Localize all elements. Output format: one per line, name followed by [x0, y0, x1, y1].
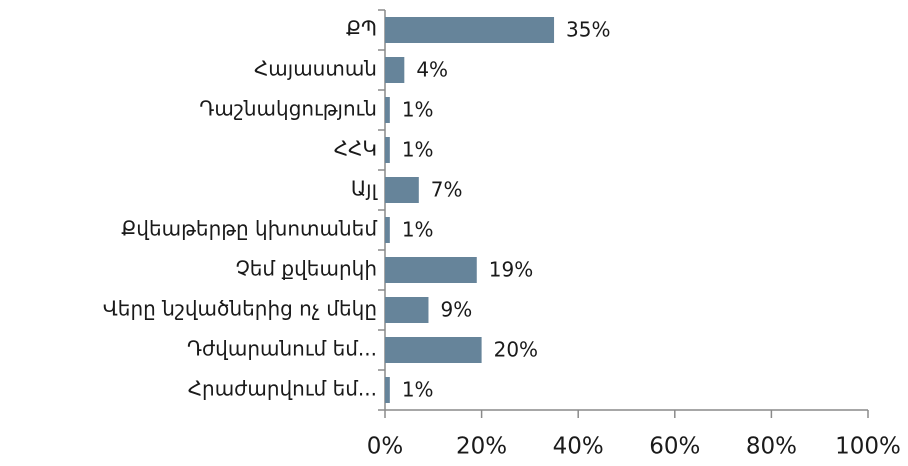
y-tick-label: ՀՀԿ [334, 137, 377, 161]
bar [385, 297, 429, 323]
value-label: 1% [402, 218, 434, 242]
x-tick-label: 60% [649, 434, 700, 460]
bar [385, 137, 390, 163]
value-label: 4% [416, 58, 448, 82]
value-label: 20% [494, 338, 538, 362]
x-tick-label: 0% [367, 434, 404, 460]
y-tick-label: Հրաժարվում եմ... [188, 377, 377, 401]
x-tick-label: 40% [553, 434, 604, 460]
bar [385, 57, 405, 83]
value-label: 1% [402, 98, 434, 122]
x-tick-label: 80% [746, 434, 797, 460]
y-tick-label: Վերը նշվածներից ոչ մեկը [103, 297, 377, 321]
value-label: 19% [489, 258, 533, 282]
y-tick-label: Այլ [351, 177, 379, 201]
y-tick-label: Դժվարանում եմ... [187, 337, 377, 361]
value-label: 1% [402, 378, 434, 402]
bar [385, 177, 419, 203]
x-tick-label: 100% [835, 434, 901, 460]
bar [385, 97, 390, 123]
value-label: 35% [566, 18, 610, 42]
x-tick-label: 20% [456, 434, 507, 460]
y-tick-label: Քվեաթերթը կխոտանեմ [121, 217, 377, 241]
value-label: 1% [402, 138, 434, 162]
value-label: 9% [440, 298, 472, 322]
bar [385, 217, 390, 243]
bar [385, 337, 482, 363]
bar [385, 17, 555, 43]
y-tick-label: ՔՊ [346, 17, 377, 41]
value-label: 7% [431, 178, 463, 202]
y-tick-label: Չեմ քվեարկի [235, 257, 377, 281]
y-tick-label: Հայաստան [254, 57, 377, 81]
bar [385, 257, 477, 283]
bar [385, 377, 390, 403]
y-tick-label: Դաշնակցություն [199, 97, 377, 121]
